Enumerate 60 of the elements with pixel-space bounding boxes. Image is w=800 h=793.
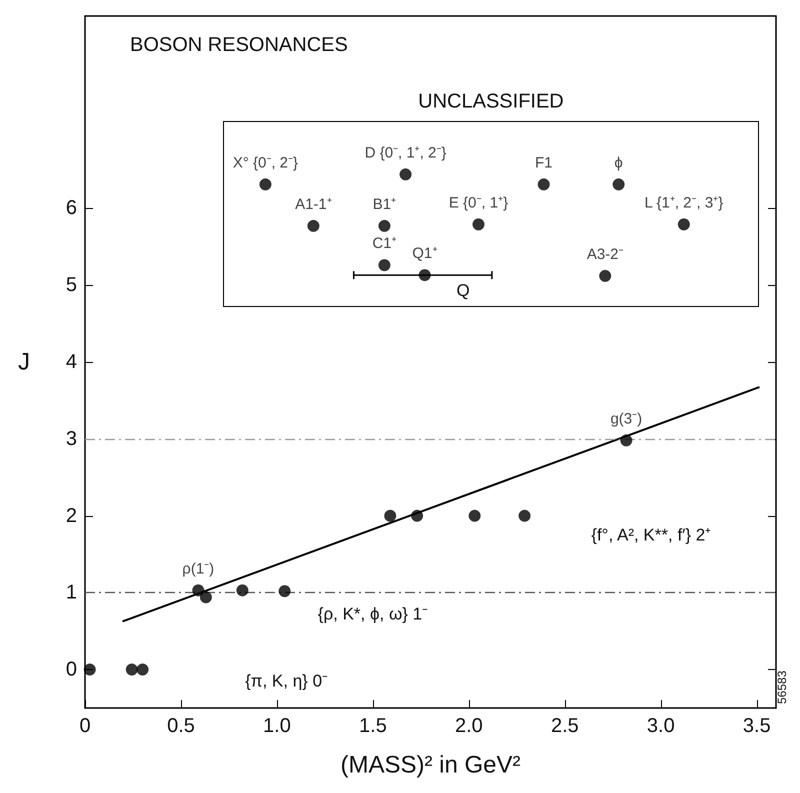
point: [378, 220, 390, 232]
data-label: C1⁺: [372, 235, 397, 252]
point: [259, 178, 272, 190]
y-tick-label: 0: [66, 658, 77, 681]
y-tick-label: 4: [66, 351, 77, 373]
data-label: ϕ: [614, 154, 623, 172]
annotation: {ρ, K*, ϕ, ω} 1⁻: [318, 604, 428, 624]
x-tick-label: 1.0: [263, 715, 291, 737]
point: [136, 664, 149, 676]
point: [84, 664, 96, 676]
point: [411, 510, 424, 522]
data-label: E {0⁻, 1⁺}: [448, 194, 508, 212]
data-label: F1: [534, 154, 553, 172]
point: [192, 584, 204, 596]
x-tick-label: 3.0: [646, 715, 675, 737]
data-label: D {0⁻, 1⁺, 2⁻}: [364, 144, 446, 162]
point: [400, 168, 412, 180]
annotation: {π, K, η} 0⁻: [245, 672, 328, 691]
point: [200, 591, 212, 604]
x-tick-label: 0: [79, 715, 91, 737]
y-tick-label: 1: [66, 582, 77, 604]
data-label: g(3⁻): [610, 410, 642, 428]
annotation: {f°, A², K**, f′} 2⁺: [591, 526, 712, 544]
x-tick-label: 2.0: [454, 715, 483, 737]
point: [678, 218, 690, 230]
point: [538, 178, 550, 190]
annotation: Q: [456, 280, 470, 300]
point: [378, 259, 390, 272]
annotation: 56583: [775, 670, 789, 704]
y-axis-title: J: [18, 348, 30, 376]
x-tick-label: 2.5: [550, 715, 579, 737]
point: [518, 510, 531, 522]
data-label: ρ(1⁻): [182, 560, 214, 578]
data-label: L {1⁺, 2⁻, 3⁺}: [644, 194, 724, 212]
point: [612, 178, 625, 190]
x-axis-title: (MASS)² in GeV²: [340, 752, 521, 778]
point: [599, 270, 612, 282]
text: BOSON RESONANCES: [130, 34, 348, 56]
data-label: Q1⁺: [412, 245, 438, 262]
data-label: B1⁺: [372, 196, 396, 213]
y-tick-label: 6: [66, 197, 77, 220]
point: [418, 269, 431, 282]
y-tick-label: 3: [66, 428, 77, 450]
y-tick-label: 2: [66, 504, 77, 527]
point: [620, 434, 632, 446]
point: [307, 220, 320, 232]
data-label: X° {0⁻, 2⁻}: [232, 154, 298, 172]
data-label: A1-1⁺: [295, 196, 332, 213]
x-tick-label: 1.5: [359, 715, 387, 737]
data-label: A3-2⁻: [586, 246, 624, 263]
x-tick-label: 3.5: [742, 715, 771, 737]
annotation: UNCLASSIFIED: [418, 90, 564, 112]
point: [126, 664, 138, 676]
x-tick-label: 0.5: [167, 715, 195, 737]
point: [472, 218, 484, 230]
point: [468, 510, 481, 522]
point: [278, 585, 291, 598]
point: [384, 510, 396, 522]
point: [236, 584, 248, 596]
y-tick-label: 5: [66, 274, 77, 296]
